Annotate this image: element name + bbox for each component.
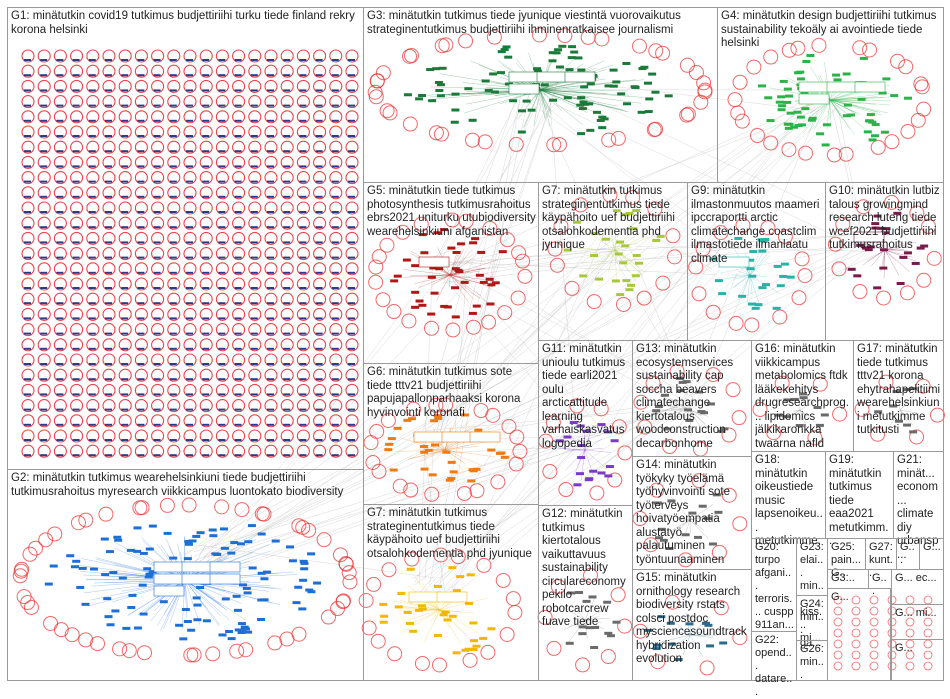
- group-box-gs6: G3...: [827, 569, 869, 589]
- group-label-gs6: G3...: [831, 572, 866, 585]
- group-box-g3: G3: minätutkin tutkimus tiede jyunique v…: [363, 7, 718, 183]
- group-label-g22: G22: opend... datare...: [755, 634, 794, 699]
- group-box-g4: G4: minätutkin design budjettiriihi tutk…: [717, 7, 944, 183]
- group-box-g1: G1: minätutkin covid19 tutkimus budjetti…: [7, 7, 364, 470]
- group-box-gs3: G... ec...: [891, 569, 944, 605]
- group-label-g1: G1: minätutkin covid19 tutkimus budjetti…: [11, 10, 361, 37]
- group-label-gs8: G...: [831, 591, 888, 604]
- group-box-g5: G5: minätutkin tiede tutkimus photosynth…: [363, 182, 539, 364]
- group-box-gs2: G...: [919, 538, 944, 570]
- group-box-gs7: G...: [868, 569, 892, 589]
- group-box-g14: G14: minätutkin työkyky työelämä työhyvi…: [632, 456, 752, 570]
- group-label-g10: G10: minätutkin lutbiz talous growingmin…: [829, 185, 941, 253]
- group-box-g10: G10: minätutkin lutbiz talous growingmin…: [825, 182, 944, 341]
- group-label-gs3: G... ec...: [895, 572, 941, 585]
- group-box-g19: G19: minätutkin tutkimus tiede eaa2021 m…: [825, 451, 894, 539]
- group-box-g23: G23: elai... min... kiss... mi...: [796, 538, 828, 596]
- group-label-g15: G15: minätutkin ornithology research bio…: [636, 572, 749, 667]
- group-label-gs2: G...: [923, 541, 941, 554]
- group-box-g15: G15: minätutkin ornithology research bio…: [632, 569, 752, 681]
- group-label-g5: G5: minätutkin tiede tutkimus photosynth…: [367, 185, 536, 239]
- group-box-g8: G7: minätutkin tutkimus strateginentutki…: [538, 182, 688, 341]
- group-box-gs4: G... mi...: [891, 604, 944, 640]
- group-label-g17: G17: minätutkin tiede tutkimus tttv21 ko…: [857, 343, 941, 438]
- group-box-g17: G17: minätutkin tiede tutkimus tttv21 ko…: [853, 340, 944, 452]
- group-box-g20: G20: turpo afgani... terroris... cuspp 9…: [751, 538, 797, 632]
- group-box-g22: G22: opend... datare...: [751, 631, 797, 681]
- group-label-g7: G7: minätutkin tutkimus strateginentutki…: [367, 507, 536, 561]
- group-label-gs1: G...: [900, 541, 917, 567]
- group-box-g16: G16: minätutkin viikkicampus metabolomic…: [751, 340, 854, 452]
- group-box-gs8: G...: [827, 588, 891, 681]
- group-label-g19: G19: minätutkin tutkimus tiede eaa2021 m…: [829, 454, 891, 549]
- group-label-g4: G4: minätutkin design budjettiriihi tutk…: [721, 10, 941, 51]
- group-box-g24: G24: min... ga...: [796, 595, 828, 641]
- group-label-g2: G2: minätutkin tutkimus wearehelsinkiuni…: [11, 472, 361, 499]
- group-label-g8: G7: minätutkin tutkimus strateginentutki…: [542, 185, 685, 253]
- group-label-g20: G20: turpo afgani... terroris... cuspp 9…: [755, 541, 794, 632]
- group-box-g21: G21: minät... econom... climate diy urba…: [893, 451, 944, 539]
- group-label-g6: G6: minätutkin tutkimus sote tiede tttv2…: [367, 366, 536, 420]
- group-box-g2: G2: minätutkin tutkimus wearehelsinkiuni…: [7, 469, 364, 681]
- group-box-g12: G12: minätutkin tutkimus kiertotalous va…: [538, 505, 633, 681]
- group-box-g9: G9: minätutkin ilmastonmuutos maameri ip…: [687, 182, 826, 341]
- group-box-g7: G7: minätutkin tutkimus strateginentutki…: [363, 504, 539, 681]
- group-box-g26: G26: min...: [796, 640, 828, 681]
- group-label-g11: G11: minätutkin unioulu tutkimus tiede e…: [542, 343, 630, 451]
- group-label-gs4: G... mi...: [895, 607, 941, 620]
- group-box-gs1: G...: [896, 538, 920, 570]
- group-label-g14: G14: minätutkin työkyky työelämä työhyvi…: [636, 459, 749, 567]
- group-label-gs5: G...: [895, 642, 941, 655]
- group-label-g13: G13: minätutkin ecosystemservices sustai…: [636, 343, 749, 451]
- group-label-g3: G3: minätutkin tutkimus tiede jyunique v…: [367, 10, 715, 37]
- group-box-gs5: G...: [891, 639, 944, 681]
- group-box-g11: G11: minätutkin unioulu tutkimus tiede e…: [538, 340, 633, 506]
- group-label-g12: G12: minätutkin tutkimus kiertotalous va…: [542, 508, 630, 630]
- group-box-g25: G25: pain... G...: [827, 538, 866, 570]
- group-box-g18: G18: minätutkin oikeustiede music lapsen…: [751, 451, 826, 539]
- group-box-g13: G13: minätutkin ecosystemservices sustai…: [632, 340, 752, 457]
- group-box-g27: G27: kunt...: [865, 538, 897, 570]
- group-label-g16: G16: minätutkin viikkicampus metabolomic…: [755, 343, 851, 451]
- group-label-g9: G9: minätutkin ilmastonmuutos maameri ip…: [691, 185, 823, 266]
- group-label-g26: G26: min...: [800, 643, 825, 682]
- group-box-g6: G6: minätutkin tutkimus sote tiede tttv2…: [363, 363, 539, 505]
